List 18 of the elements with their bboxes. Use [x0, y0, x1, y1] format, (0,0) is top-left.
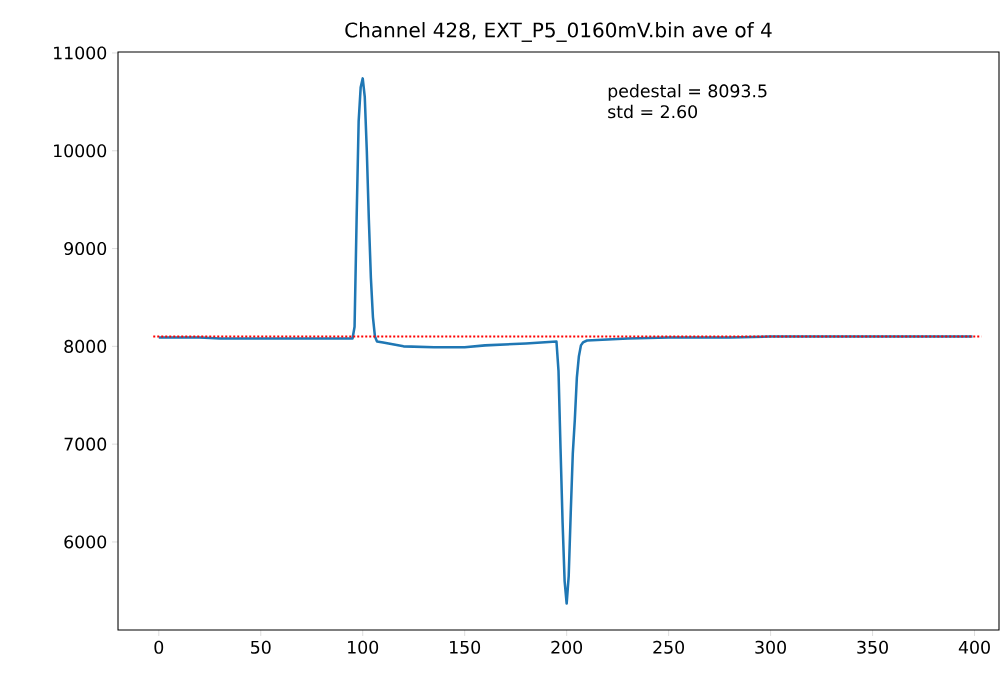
annotation: pedestal = 8093.5	[608, 84, 767, 101]
x-tick-label: 200	[551, 640, 583, 654]
x-tick-label: 150	[450, 640, 481, 654]
annotation: std = 2.60	[608, 104, 698, 119]
chart-title: Channel 428, EXT_P5_0160mV.bin ave of 4	[345, 22, 772, 42]
y-tick-label: 6000	[64, 535, 107, 549]
y-tick-label: 10000	[54, 144, 107, 158]
x-tick-label: 250	[653, 640, 684, 654]
x-tick-label: 350	[857, 640, 888, 654]
y-tick-label: 8000	[64, 339, 107, 353]
y-tick-label: 11000	[54, 46, 107, 60]
x-tick-label: 50	[251, 640, 271, 654]
x-tick-label: 0	[154, 640, 164, 654]
x-tick-label: 400	[958, 640, 990, 654]
y-tick-label: 7000	[64, 437, 107, 451]
x-tick-label: 300	[755, 640, 786, 654]
y-tick-label: 9000	[64, 242, 107, 256]
x-tick-label: 100	[348, 640, 379, 654]
